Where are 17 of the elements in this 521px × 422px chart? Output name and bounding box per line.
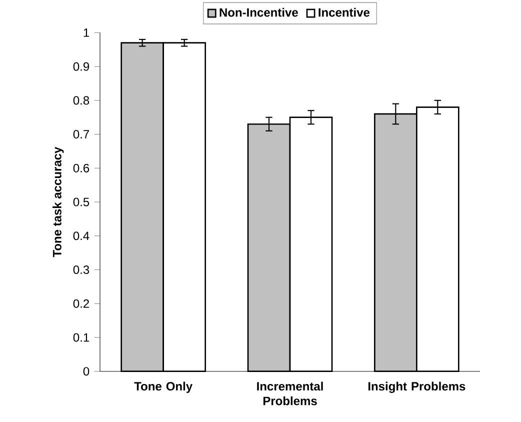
y-tick-label: 0.4 <box>73 232 90 240</box>
y-tick-label: 0 <box>83 367 90 376</box>
y-tick-label: 0.2 <box>73 299 89 308</box>
x-tick-label: Tone Only <box>134 382 192 393</box>
y-tick-label: 0.8 <box>73 96 90 105</box>
x-tick-label: Incremental Problems <box>257 382 323 406</box>
x-tick-label: Insight Problems <box>368 382 466 393</box>
y-tick-label: 0.7 <box>73 130 89 139</box>
y-tick-label: 0.3 <box>73 265 90 274</box>
y-tick-label: 0.9 <box>73 62 90 71</box>
legend-label: Incentive <box>318 8 370 17</box>
y-tick-label: 1 <box>84 28 90 37</box>
y-axis-title: Tone task accuracy <box>52 146 64 258</box>
y-tick-label: 0.5 <box>73 198 90 206</box>
legend-label: Non-Incentive <box>220 8 298 17</box>
y-tick-label: 0.6 <box>73 164 90 172</box>
y-tick-label: 0.1 <box>73 333 90 342</box>
